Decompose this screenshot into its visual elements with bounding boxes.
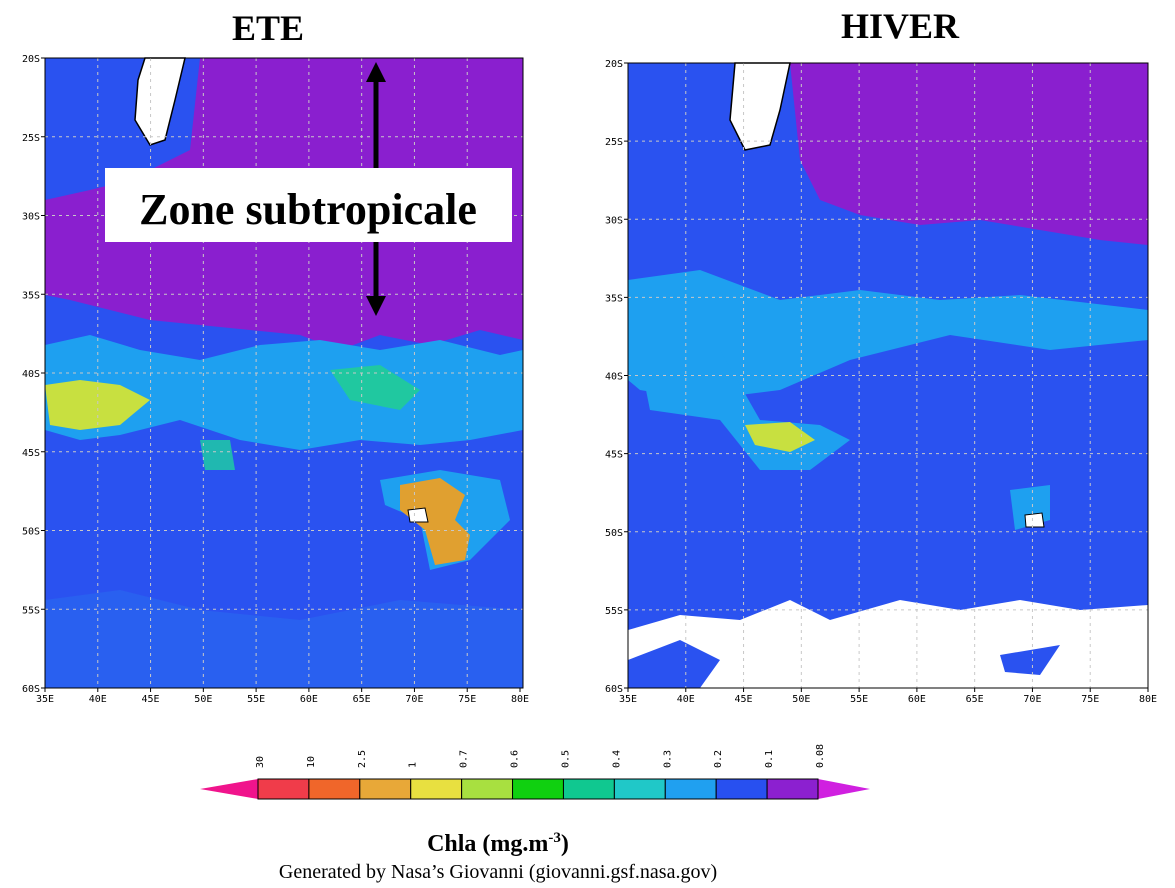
colorbar-segment — [563, 779, 614, 799]
lon-label: 80E — [1139, 694, 1157, 705]
lat-label: 45S — [22, 448, 40, 459]
lon-label: 75E — [458, 694, 476, 705]
panel-title: HIVER — [841, 6, 960, 46]
lon-label: 35E — [619, 694, 637, 705]
colorbar-segment — [716, 779, 767, 799]
colorbar-label: 1 — [408, 762, 419, 768]
colorbar-title-sup: -3 — [548, 830, 561, 846]
lon-label: 60E — [300, 694, 318, 705]
colorbar-segment — [462, 779, 513, 799]
lon-label: 50E — [792, 694, 810, 705]
lon-label: 70E — [405, 694, 423, 705]
lat-label: 30S — [22, 212, 40, 223]
lon-label: 70E — [1023, 694, 1041, 705]
lat-label: 25S — [22, 133, 40, 144]
colorbar-segment — [614, 779, 665, 799]
colorbar-label: 0.08 — [815, 744, 826, 768]
colorbar-label: 0.7 — [459, 750, 470, 768]
lon-label: 45E — [142, 694, 160, 705]
lat-label: 35S — [605, 293, 623, 304]
colorbar-label: 0.2 — [713, 750, 724, 768]
colorbar: 30 10 2.5 1 0.7 0.6 0.5 0.4 0.3 0.2 0.1 0.08 — [200, 744, 870, 799]
colorbar-segment — [767, 779, 818, 799]
lon-label: 40E — [89, 694, 107, 705]
lon-label: 50E — [194, 694, 212, 705]
lat-label: 30S — [605, 215, 623, 226]
lat-label: 40S — [605, 372, 623, 383]
colorbar-title-end: ) — [561, 831, 569, 857]
lat-label: 20S — [605, 59, 623, 70]
lat-label: 45S — [605, 450, 623, 461]
lat-label: 55S — [605, 606, 623, 617]
colorbar-label: 0.6 — [510, 750, 521, 768]
lon-label: 55E — [850, 694, 868, 705]
lon-label: 65E — [353, 694, 371, 705]
lon-label: 55E — [247, 694, 265, 705]
lon-label: 80E — [511, 694, 529, 705]
colorbar-label: 2.5 — [357, 750, 368, 768]
colorbar-segment — [411, 779, 462, 799]
lat-label: 50S — [22, 527, 40, 538]
lon-label: 75E — [1081, 694, 1099, 705]
lon-label: 35E — [36, 694, 54, 705]
figure: 20S25S30S35S40S45S50S55S60S35E40E45E50E5… — [0, 0, 1175, 888]
lat-label: 50S — [605, 528, 623, 539]
lat-label: 55S — [22, 605, 40, 616]
colorbar-segment — [258, 779, 309, 799]
colorbar-segment — [360, 779, 411, 799]
colorbar-segment — [309, 779, 360, 799]
lat-label: 20S — [22, 54, 40, 65]
lon-label: 60E — [908, 694, 926, 705]
colorbar-label: 0.5 — [560, 750, 571, 768]
annotation: Zone subtropicale — [139, 185, 477, 234]
colorbar-label: 30 — [255, 756, 266, 768]
credit: Generated by Nasa’s Giovanni (giovanni.g… — [279, 861, 717, 883]
lon-label: 65E — [966, 694, 984, 705]
colorbar-title: Chla (mg.m-3) — [427, 830, 569, 857]
colorbar-label: 10 — [306, 756, 317, 768]
colorbar-segment — [513, 779, 564, 799]
colorbar-title-main: Chla (mg.m — [427, 831, 548, 857]
lon-label: 45E — [735, 694, 753, 705]
colorbar-label: 0.4 — [611, 750, 622, 768]
colorbar-segment — [665, 779, 716, 799]
colorbar-label: 0.3 — [662, 750, 673, 768]
lat-label: 25S — [605, 137, 623, 148]
lat-label: 40S — [22, 369, 40, 380]
colorbar-label: 0.1 — [764, 750, 775, 768]
lon-label: 40E — [677, 694, 695, 705]
panel-title: ETE — [232, 8, 304, 48]
lat-label: 35S — [22, 290, 40, 301]
